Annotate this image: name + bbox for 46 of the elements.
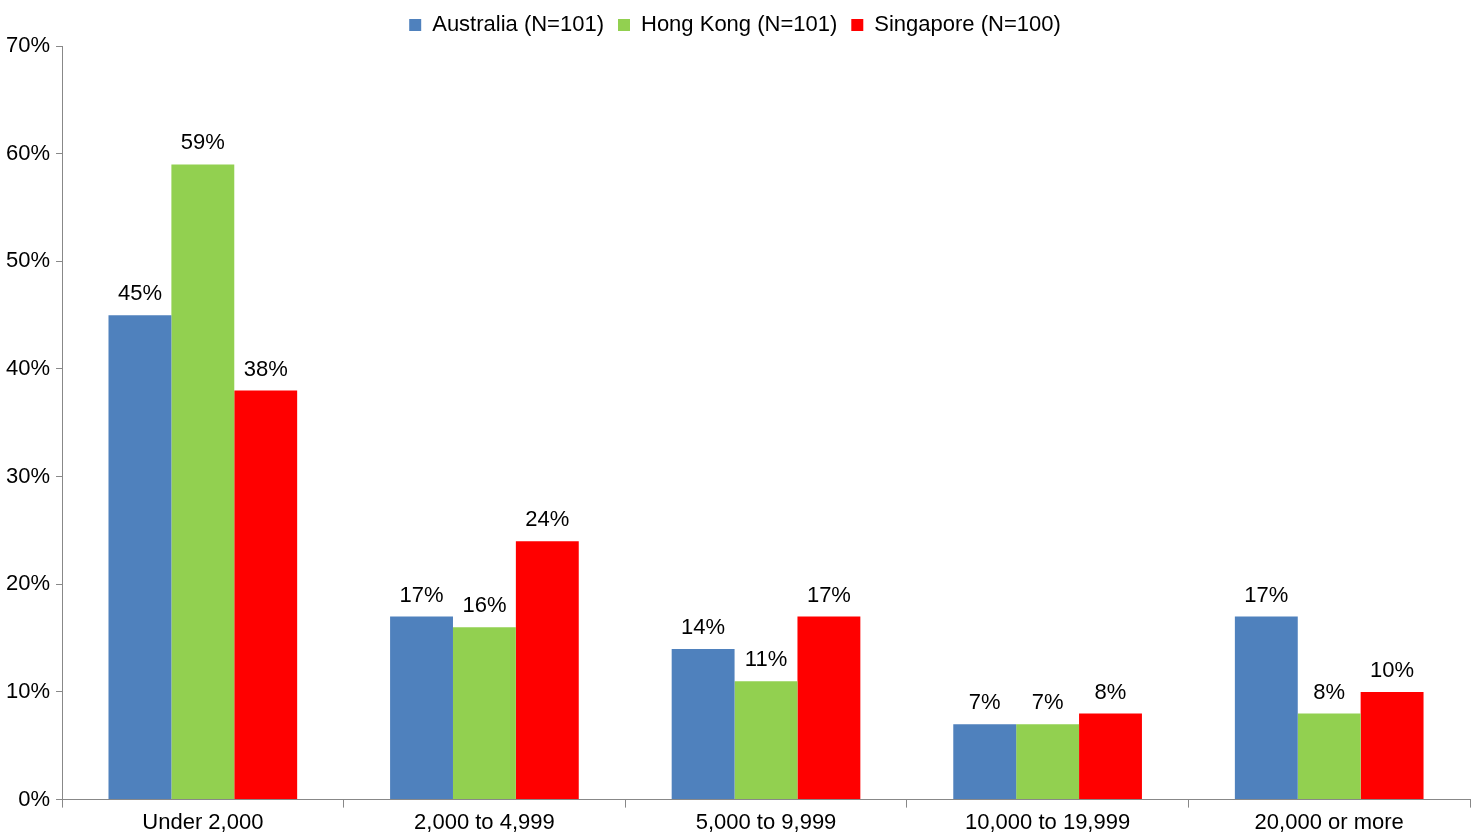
data-label: 11% [744, 646, 788, 672]
data-label: 45% [117, 280, 162, 306]
y-tick-label: 70% [5, 32, 51, 58]
y-tick-label: 10% [5, 678, 51, 704]
data-label: 24% [525, 506, 570, 532]
bar [671, 648, 735, 800]
data-label: 16% [462, 592, 507, 618]
x-tick-label: 20,000 or more [1254, 808, 1404, 834]
x-tick-label: Under 2,000 [142, 808, 264, 834]
bar [234, 390, 298, 800]
data-label: 14% [681, 613, 726, 639]
bar [390, 616, 453, 800]
x-tick-label: 10,000 to 19,999 [965, 808, 1131, 834]
bar [953, 724, 1017, 800]
legend-label: Singapore (N=100) [874, 11, 1061, 37]
bar [171, 164, 235, 800]
x-tick-label: 5,000 to 9,999 [695, 808, 837, 834]
bar [1234, 616, 1298, 800]
data-label: 38% [243, 355, 288, 381]
bar [1079, 713, 1142, 800]
bar [108, 315, 172, 800]
x-tick-label: 2,000 to 4,999 [414, 808, 555, 834]
y-tick-label: 20% [5, 570, 51, 596]
legend-label: Australia (N=101) [432, 11, 605, 37]
data-label: 17% [1244, 581, 1289, 607]
y-tick-label: 40% [5, 355, 51, 381]
bar [1016, 724, 1080, 800]
bar [1360, 691, 1424, 800]
y-tick-label: 0% [18, 785, 51, 811]
data-label: 7% [968, 689, 1001, 715]
bar [515, 541, 579, 800]
data-label: 10% [1370, 657, 1415, 683]
data-label: 17% [806, 581, 851, 607]
data-label: 17% [399, 581, 444, 607]
bar [452, 627, 516, 800]
y-tick-label: 50% [5, 247, 51, 273]
bar [734, 681, 798, 800]
data-label: 8% [1313, 678, 1346, 704]
data-label: 7% [1031, 689, 1064, 715]
y-tick-label: 60% [5, 139, 51, 165]
legend-label: Hong Kong (N=101) [641, 11, 838, 37]
bar [1297, 713, 1361, 800]
bar [797, 616, 861, 800]
data-label: 8% [1094, 678, 1127, 704]
data-label: 59% [180, 129, 225, 155]
y-tick-label: 30% [5, 462, 51, 488]
